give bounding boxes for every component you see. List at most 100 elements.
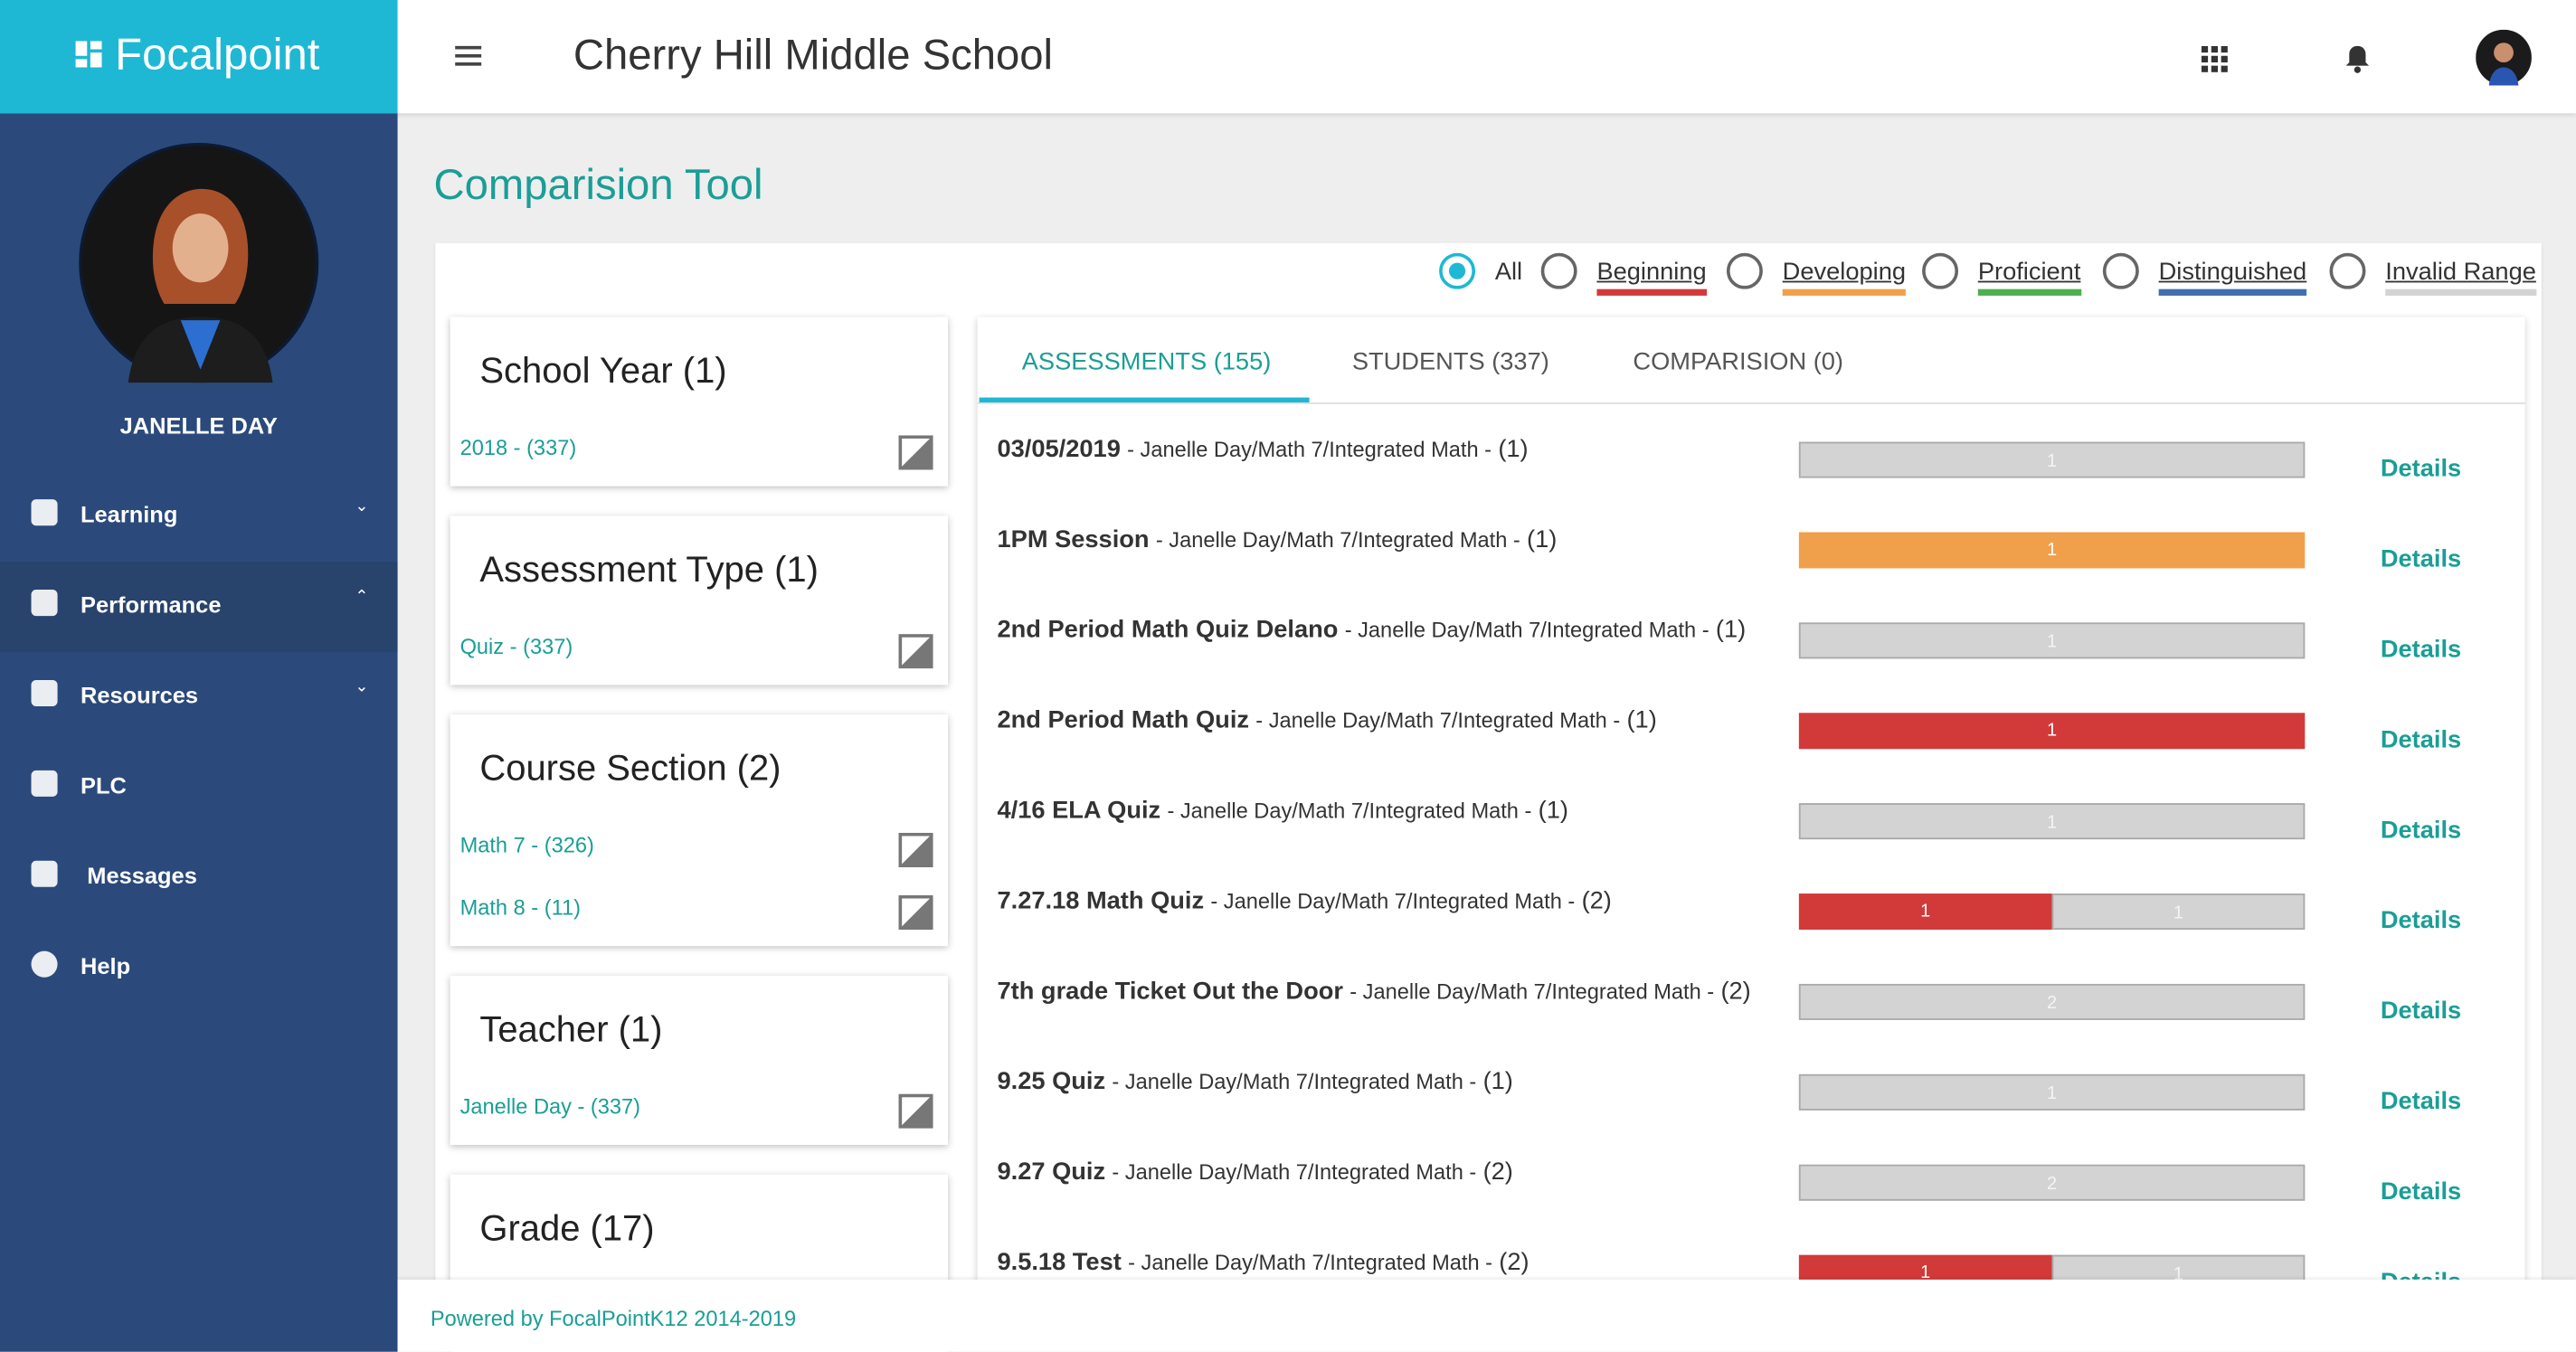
menu-item[interactable]: PLC [0,742,398,833]
details-link[interactable]: Details [2380,1177,2462,1206]
menu-icon [31,590,58,617]
page-title: Comparision Tool [433,159,763,209]
bar-segment: 1 [1798,713,2306,750]
tab-divider [977,402,2525,404]
compare-icon[interactable] [898,832,933,868]
compare-icon[interactable] [898,435,933,470]
filter-item[interactable]: Janelle Day - (337) [459,1093,641,1119]
filter-item[interactable]: Math 8 - (11) [459,894,581,921]
bar-segment: 1 [1798,803,2306,840]
bell-icon[interactable] [2344,44,2371,74]
menu-label: Performance [80,591,222,618]
legend-label: Beginning [1596,258,1707,296]
assessment-name: 9.5.18 Test [997,1248,1122,1277]
details-link[interactable]: Details [2380,635,2462,664]
assessment-row: 7.27.18 Math Quiz - Janelle Day/Math 7/In… [997,887,1611,915]
menu-label: Learning [80,500,178,528]
assessment-row: 4/16 ELA Quiz - Janelle Day/Math 7/Integr… [997,797,1567,825]
assessment-detail: - Janelle Day/Math 7/Integrated Math - [1112,1159,1477,1185]
results-panel: ASSESSMENTS (155) STUDENTS (337) COMPARISI… [977,317,2525,1303]
score-bar: 1 [1798,713,2306,750]
assessment-row: 2nd Period Math Quiz - Janelle Day/Math 7… [997,706,1656,734]
profile-photo [79,143,319,383]
active-tab-indicator [979,397,1310,402]
assessment-name: 7th grade Ticket Out the Door [997,977,1343,1006]
assessment-name: 7.27.18 Math Quiz [997,886,1205,915]
radio [1922,252,1959,289]
details-link[interactable]: Details [2380,1087,2462,1116]
filter-title: Grade (17) [479,1206,655,1249]
chevron-icon: ⌃ [355,588,369,607]
assessment-name: 9.27 Quiz [997,1158,1106,1187]
menu-label: Resources [80,681,199,708]
assessment-name: 2nd Period Math Quiz [997,706,1250,734]
assessment-name: 4/16 ELA Quiz [997,796,1161,825]
footer: Powered by FocalPointK12 2014-2019 [397,1279,2576,1352]
score-bar: 2 [1798,1164,2306,1201]
tab[interactable]: COMPARISION (0) [1633,348,1844,376]
assessment-count: (1) [1626,706,1657,734]
school-name: Cherry Hill Middle School [573,29,1054,80]
legend-label: Distinguished [2158,258,2307,296]
filter-card: Teacher (1) Janelle Day - (337) [450,975,949,1145]
menu-icon [31,679,58,707]
menu-icon [31,860,58,887]
details-link[interactable]: Details [2380,816,2462,845]
radio [1726,252,1763,289]
assessment-detail: - Janelle Day/Math 7/Integrated Math - [1127,437,1492,462]
hamburger-icon[interactable] [455,44,485,67]
compare-icon[interactable] [898,1093,933,1129]
filter-title: Course Section (2) [479,747,781,789]
menu-item[interactable]: Help [0,923,398,1014]
bar-segment: 1 [1798,441,2306,478]
tab[interactable]: ASSESSMENTS (155) [1021,348,1272,376]
tab[interactable]: STUDENTS (337) [1351,348,1549,376]
menu-item[interactable]: Performance ⌃ [0,562,398,653]
details-link[interactable]: Details [2380,455,2462,483]
filter-item[interactable]: Quiz - (337) [459,634,573,659]
menu-item[interactable]: Learning ⌄ [0,471,398,562]
legend-label: Proficient [1977,258,2081,296]
assessment-count: (2) [1499,1248,1530,1277]
details-link[interactable]: Details [2380,725,2462,754]
assessment-count: (1) [1498,435,1529,464]
menu-item[interactable]: Messages [0,833,398,923]
compare-icon[interactable] [898,634,933,669]
brand-icon [75,41,102,68]
compare-icon[interactable] [898,894,933,931]
filter-card: Course Section (2) Math 7 - (326) Math 8 -… [450,714,949,947]
radio [1540,252,1577,289]
assessment-row: 9.25 Quiz - Janelle Day/Math 7/Integrated… [997,1068,1512,1096]
menu-icon [31,499,58,526]
filter-card: Assessment Type (1) Quiz - (337) [450,515,949,685]
apps-icon[interactable] [2201,45,2228,72]
score-bar: 2 [1798,983,2306,1020]
filter-item[interactable]: Math 7 - (326) [459,832,594,858]
filter-item[interactable]: 2018 - (337) [459,435,577,460]
bar-segment: 2 [1798,1164,2306,1201]
bar-segment: 1 [1798,532,2306,569]
radio [1439,252,1476,289]
assessment-count: (1) [1715,616,1747,644]
assessment-row: 7th grade Ticket Out the Door - Janelle D… [997,978,1750,1006]
details-link[interactable]: Details [2380,997,2462,1026]
menu-item[interactable]: Resources ⌄ [0,652,398,742]
assessment-row: 2nd Period Math Quiz Delano - Janelle Day… [997,616,1746,644]
user-avatar[interactable] [2476,29,2532,86]
assessment-detail: - Janelle Day/Math 7/Integrated Math - [1255,707,1621,733]
assessment-count: (2) [1581,886,1612,915]
menu-label: PLC [80,771,127,799]
assessment-detail: - Janelle Day/Math 7/Integrated Math - [1155,527,1520,553]
details-link[interactable]: Details [2380,906,2462,935]
score-bar: 1 [1798,803,2306,840]
chevron-icon: ⌄ [355,678,369,697]
legend-label: Developing [1782,258,1907,296]
bar-segment: 1 [2051,893,2306,931]
legend-label: Invalid Range [2385,258,2536,296]
details-link[interactable]: Details [2380,545,2462,573]
filter-card: School Year (1) 2018 - (337) [450,317,949,487]
assessment-count: (1) [1482,1067,1513,1096]
score-bar: 1 [1798,622,2306,659]
brand[interactable]: Focalpoint [0,0,398,114]
